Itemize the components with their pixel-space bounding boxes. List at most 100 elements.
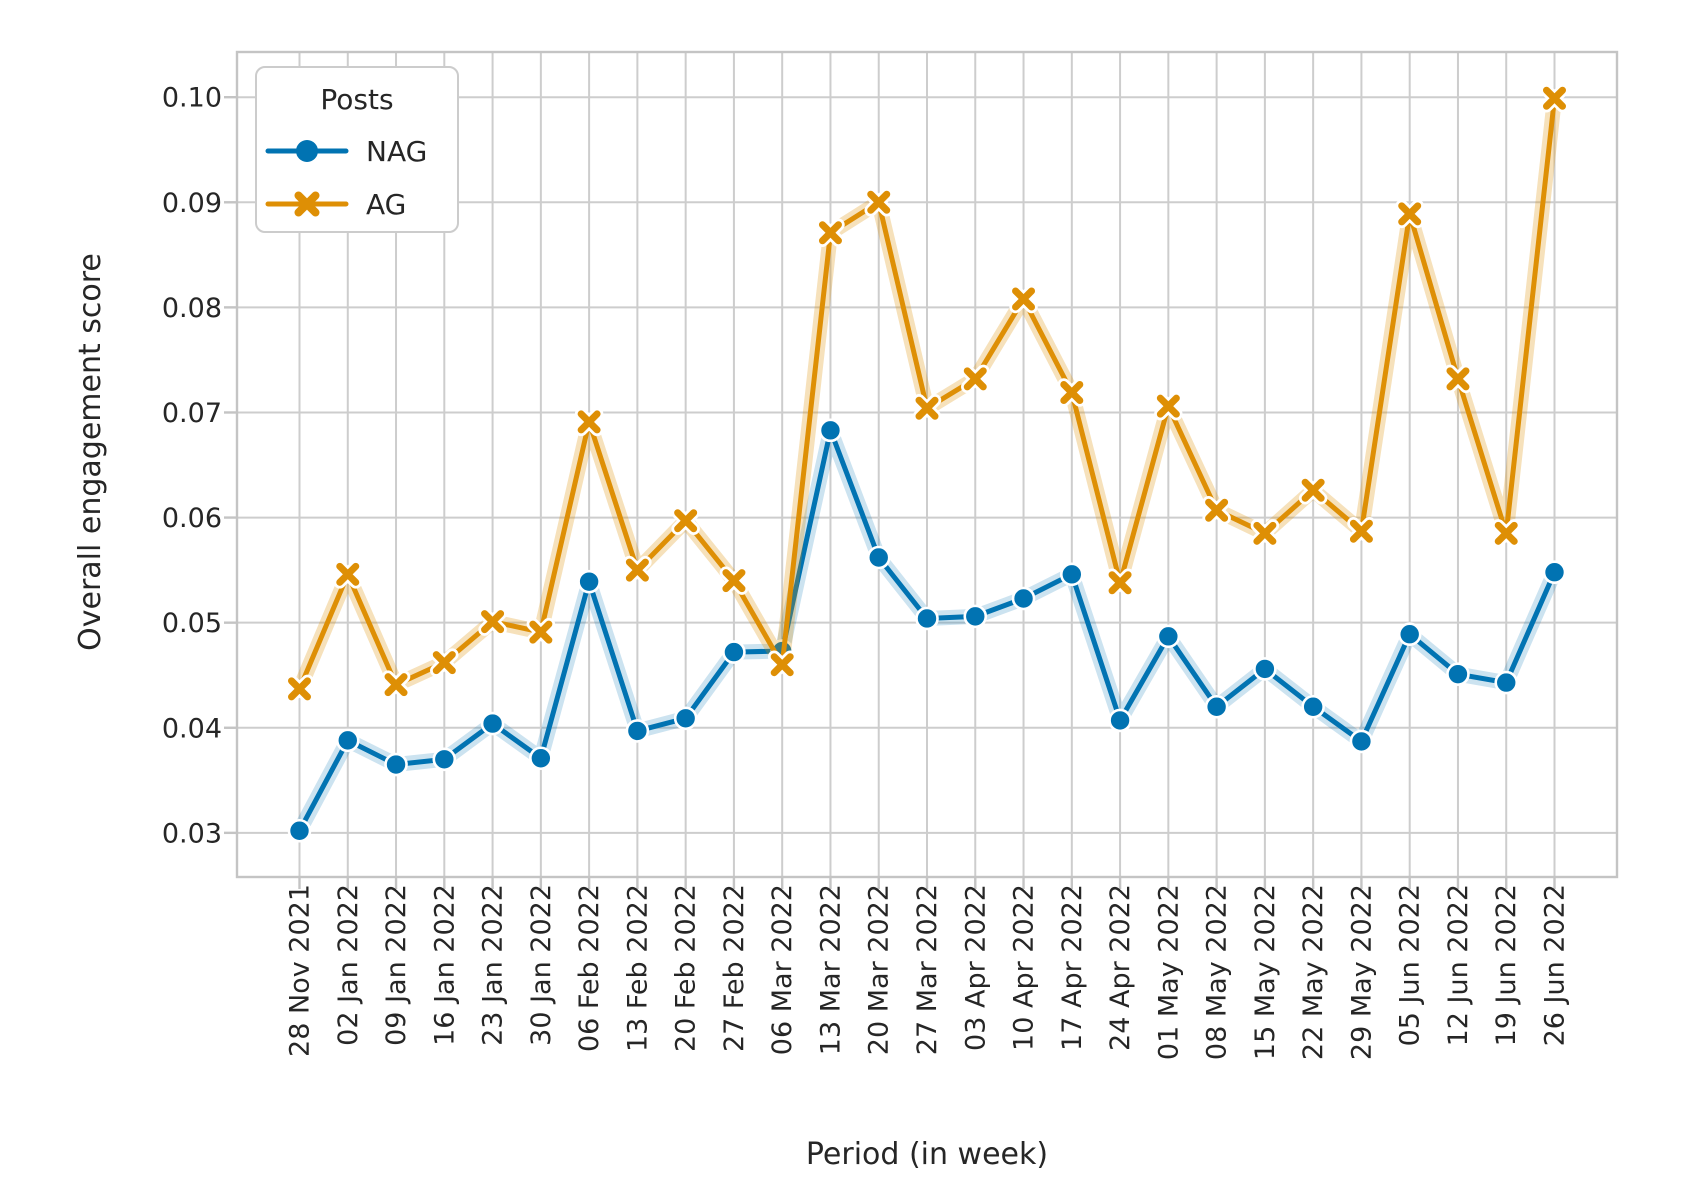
x-tick-label: 17 Apr 2022 bbox=[1057, 884, 1088, 1051]
nag-point-marker bbox=[915, 606, 939, 631]
ag-point-marker bbox=[336, 562, 360, 586]
ag-point-marker bbox=[1012, 287, 1036, 311]
axis-ticks bbox=[224, 95, 1556, 889]
nag-point-marker bbox=[1011, 586, 1036, 611]
x-tick-label: 26 Jun 2022 bbox=[1540, 884, 1571, 1046]
series-ag bbox=[285, 83, 1569, 704]
x-tick-label: 06 Feb 2022 bbox=[574, 884, 605, 1052]
x-tick-label: 30 Jan 2022 bbox=[526, 884, 557, 1046]
legend-box bbox=[255, 66, 459, 233]
y-tick-label: 0.03 bbox=[162, 818, 222, 849]
x-tick-label: 29 May 2022 bbox=[1346, 884, 1377, 1060]
y-tick-label: 0.06 bbox=[162, 503, 222, 534]
nag-point-marker bbox=[1253, 657, 1277, 681]
x-tick-label: 23 Jan 2022 bbox=[478, 884, 509, 1046]
x-tick-label: 10 Apr 2022 bbox=[1009, 884, 1040, 1051]
nag-point-marker bbox=[480, 711, 505, 736]
x-tick-label: 13 Mar 2022 bbox=[815, 884, 846, 1055]
x-tick-label: 13 Feb 2022 bbox=[622, 884, 653, 1052]
series-nag bbox=[287, 418, 1567, 843]
y-tick-labels: 0.03 0.04 0.05 0.06 0.07 0.08 0.09 0.10 bbox=[162, 83, 222, 850]
ag-point-marker bbox=[1446, 367, 1470, 391]
nag-point-marker bbox=[1156, 624, 1181, 649]
nag-point-marker bbox=[673, 706, 698, 731]
ag-point-marker bbox=[288, 677, 311, 701]
x-tick-label: 12 Jun 2022 bbox=[1443, 884, 1474, 1046]
ag-point-marker bbox=[577, 410, 601, 434]
x-tick-label: 15 May 2022 bbox=[1250, 884, 1281, 1060]
ag-point-marker bbox=[867, 190, 891, 214]
nag-point-marker bbox=[1301, 694, 1325, 719]
x-tick-label: 05 Jun 2022 bbox=[1395, 884, 1426, 1046]
ag-point-marker bbox=[1205, 498, 1229, 522]
nag-point-marker bbox=[1494, 670, 1519, 695]
y-tick-label: 0.07 bbox=[162, 398, 222, 429]
x-tick-label: 20 Mar 2022 bbox=[864, 884, 895, 1055]
y-tick-label: 0.08 bbox=[162, 293, 222, 324]
nag-point-marker bbox=[963, 604, 988, 629]
nag-point-marker bbox=[577, 569, 601, 594]
ag-point-marker bbox=[529, 620, 553, 644]
ag-point-marker bbox=[674, 509, 698, 533]
x-axis-label: Period (in week) bbox=[806, 1137, 1048, 1172]
x-tick-label: 20 Feb 2022 bbox=[671, 884, 702, 1052]
y-tick-label: 0.04 bbox=[162, 713, 222, 744]
x-tick-label: 08 May 2022 bbox=[1202, 884, 1233, 1060]
x-tick-label: 28 Nov 2021 bbox=[285, 884, 316, 1057]
nag-point-marker bbox=[1204, 694, 1229, 719]
ag-point-marker bbox=[1398, 202, 1422, 226]
legend-circle-marker bbox=[296, 140, 318, 162]
ag-point-marker bbox=[432, 651, 456, 675]
ag-point-marker bbox=[1349, 519, 1373, 543]
nag-point-marker bbox=[866, 545, 891, 570]
nag-point-marker bbox=[335, 728, 360, 753]
x-tick-label: 27 Feb 2022 bbox=[719, 884, 750, 1052]
y-tick-label: 0.05 bbox=[162, 608, 222, 639]
nag-point-marker bbox=[1060, 562, 1084, 587]
ag-point-marker bbox=[1108, 571, 1132, 595]
x-tick-labels: 28 Nov 2021 02 Jan 2022 09 Jan 2022 16 Jan … bbox=[285, 884, 1571, 1060]
x-tick-label: 16 Jan 2022 bbox=[429, 884, 460, 1046]
x-tick-label: 24 Apr 2022 bbox=[1105, 884, 1136, 1051]
x-tick-label: 19 Jun 2022 bbox=[1491, 884, 1522, 1046]
x-tick-label: 06 Mar 2022 bbox=[767, 884, 798, 1055]
nag-point-marker bbox=[1349, 729, 1374, 754]
nag-point-marker bbox=[625, 719, 650, 743]
legend: Posts NAG AG bbox=[255, 66, 459, 233]
nag-point-marker bbox=[287, 818, 312, 843]
y-tick-label: 0.09 bbox=[162, 188, 222, 219]
x-tick-label: 09 Jan 2022 bbox=[381, 884, 412, 1046]
ag-point-marker bbox=[1060, 381, 1084, 405]
ag-point-marker bbox=[722, 569, 746, 593]
ag-point-marker bbox=[625, 558, 649, 582]
ag-point-marker bbox=[1494, 521, 1518, 545]
legend-title: Posts bbox=[320, 83, 393, 116]
legend-x-marker bbox=[294, 191, 320, 217]
nag-point-marker bbox=[722, 640, 746, 664]
x-tick-label: 22 May 2022 bbox=[1298, 884, 1329, 1060]
x-tick-label: 02 Jan 2022 bbox=[333, 884, 364, 1046]
nag-point-marker bbox=[1108, 708, 1132, 733]
ag-point-marker bbox=[1301, 478, 1325, 502]
legend-label-ag: AG bbox=[366, 188, 406, 221]
x-tick-label: 03 Apr 2022 bbox=[960, 884, 991, 1051]
nag-point-marker bbox=[1446, 662, 1470, 686]
nag-point-marker bbox=[1542, 560, 1567, 585]
ag-point-marker bbox=[818, 221, 842, 245]
y-tick-label: 0.10 bbox=[162, 83, 222, 114]
ag-point-marker bbox=[1543, 86, 1566, 110]
x-tick-label: 01 May 2022 bbox=[1153, 884, 1184, 1060]
nag-point-marker bbox=[384, 752, 408, 777]
ag-point-marker bbox=[915, 396, 939, 420]
ag-point-marker bbox=[770, 653, 794, 677]
x-tick-label: 27 Mar 2022 bbox=[912, 884, 943, 1055]
nag-point-marker bbox=[818, 418, 843, 443]
nag-point-marker bbox=[1397, 622, 1422, 647]
ag-point-marker bbox=[384, 673, 408, 697]
ag-point-marker bbox=[481, 610, 505, 634]
y-axis-label: Overall engagement score bbox=[73, 253, 108, 651]
ag-point-marker bbox=[1253, 521, 1277, 545]
ag-point-marker bbox=[963, 367, 987, 391]
